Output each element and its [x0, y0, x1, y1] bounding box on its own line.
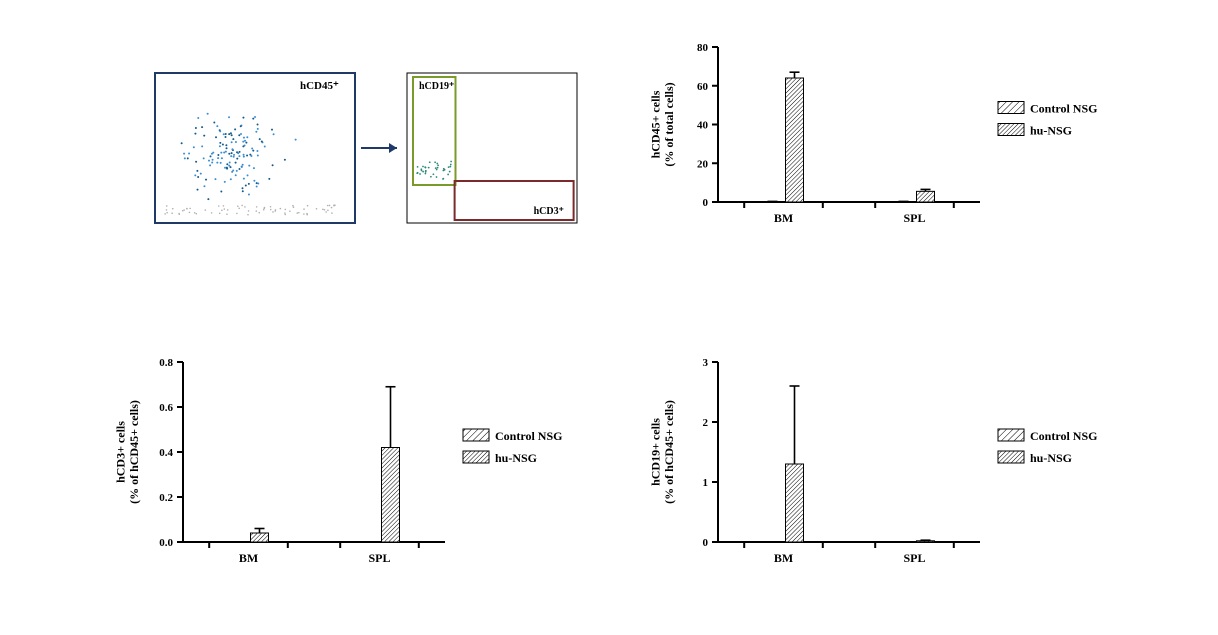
gate-arrow [389, 143, 397, 153]
ytick-label: 20 [697, 158, 709, 170]
ytick-label: 40 [697, 120, 709, 132]
ytick-label: 2 [703, 417, 709, 429]
bar [786, 464, 804, 542]
chart-hcd19: 0 1 2 3 hCD19+ cells(% of hCD45+ cells) BM SPL… [640, 350, 1120, 580]
category-label: BM [239, 551, 258, 565]
legend-label: hu-NSG [495, 451, 537, 465]
ytick-label: 60 [697, 81, 709, 93]
hcd3-gate-label: hCD3⁺ [534, 206, 564, 217]
category-label: BM [774, 551, 793, 565]
y-axis-label: hCD45+ cells(% of total cells) [648, 82, 676, 166]
ytick-label: 0 [703, 537, 709, 549]
legend-label: hu-NSG [1030, 124, 1072, 138]
legend-swatch [998, 124, 1024, 136]
legend-label: Control NSG [495, 429, 562, 443]
ytick-label: 0.8 [159, 357, 173, 369]
facs-gating-panel: hCD45⁺ hCD19⁺ hCD3⁺ [150, 55, 580, 235]
facs-svg: hCD45⁺ hCD19⁺ hCD3⁺ [150, 55, 580, 235]
bar [786, 78, 804, 202]
ytick-label: 0.6 [159, 402, 173, 414]
ytick-label: 0 [703, 197, 709, 209]
legend-swatch [998, 451, 1024, 463]
y-axis-label: hCD3+ cells(% of hCD45+ cells) [113, 400, 141, 504]
chart-hcd3-svg: 0.0 0.2 0.4 0.6 0.8 hCD3+ cells(% of hCD45+ c… [105, 350, 585, 580]
bar [382, 448, 400, 543]
chart-hcd3: 0.0 0.2 0.4 0.6 0.8 hCD3+ cells(% of hCD45+ c… [105, 350, 585, 580]
bar [251, 533, 269, 542]
ytick-label: 0.2 [159, 492, 173, 504]
bar [917, 191, 935, 202]
hcd19-gate-label: hCD19⁺ [419, 81, 454, 92]
category-label: SPL [903, 551, 925, 565]
legend-swatch [463, 429, 489, 441]
legend-label: Control NSG [1030, 102, 1097, 116]
legend-label: Control NSG [1030, 429, 1097, 443]
hcd45-gate-label: hCD45⁺ [300, 80, 339, 92]
legend-swatch [998, 429, 1024, 441]
legend-swatch [463, 451, 489, 463]
ytick-label: 0.0 [159, 537, 173, 549]
chart-hcd45-svg: 0 20 40 60 80 hCD45+ cells(% of total cells) B… [640, 35, 1120, 240]
ytick-label: 1 [703, 477, 709, 489]
chart-hcd45: 0 20 40 60 80 hCD45+ cells(% of total cells) B… [640, 35, 1120, 240]
ytick-label: 3 [703, 357, 709, 369]
ytick-label: 0.4 [159, 447, 173, 459]
chart-hcd19-svg: 0 1 2 3 hCD19+ cells(% of hCD45+ cells) BM SPL… [640, 350, 1120, 580]
category-label: SPL [368, 551, 390, 565]
category-label: SPL [903, 211, 925, 225]
legend-swatch [998, 102, 1024, 114]
category-label: BM [774, 211, 793, 225]
legend-label: hu-NSG [1030, 451, 1072, 465]
ytick-label: 80 [697, 42, 709, 54]
y-axis-label: hCD19+ cells(% of hCD45+ cells) [648, 400, 676, 504]
